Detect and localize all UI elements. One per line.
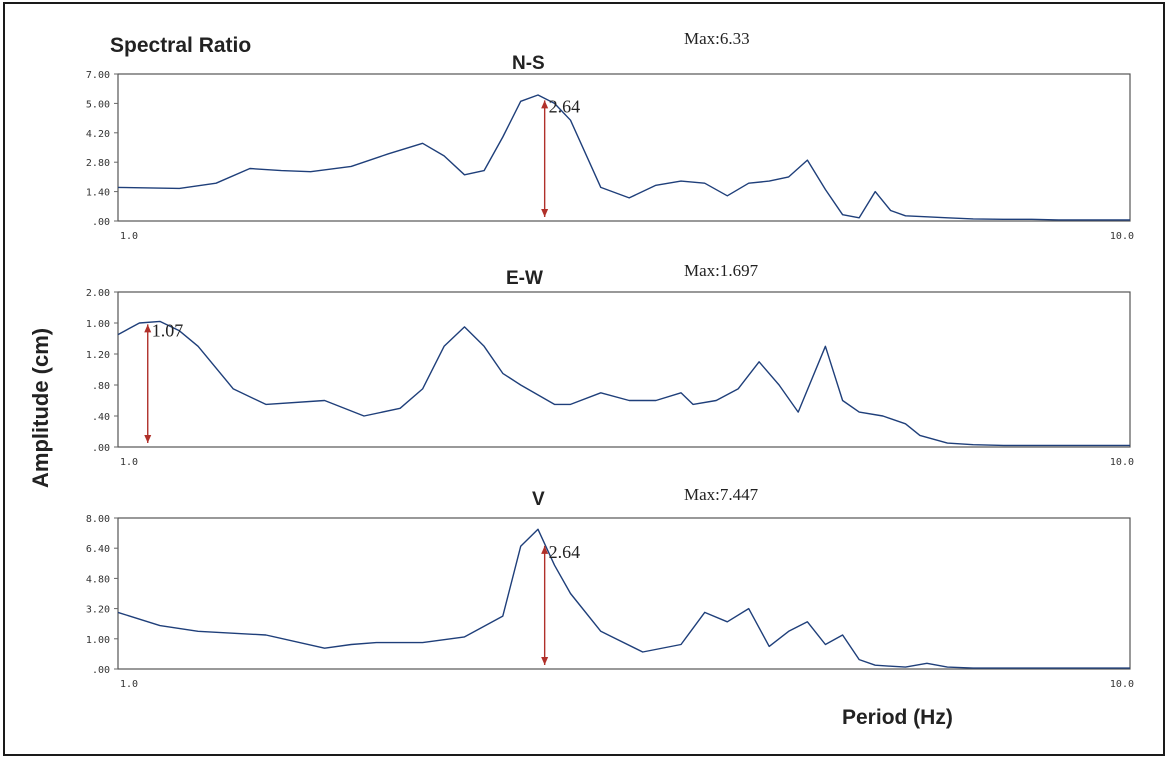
- panel-n-s: N-S Max:6.33 .00 1.40 2.80 4.20 5.00 7.00 1.0 1…: [86, 29, 1134, 242]
- series-line-v: [117, 528, 1130, 669]
- y-tick-label-n-s: 1.40: [86, 188, 110, 199]
- peak-arrow-down-n-s: [541, 209, 549, 217]
- peak-arrow-up-e-w: [144, 324, 152, 333]
- plot-area-n-s: [117, 73, 1131, 222]
- panel-title-n-s: N-S: [512, 53, 545, 74]
- series-line-e-w: [117, 320, 1130, 447]
- x-tick-label-n-s: 10.0: [1110, 231, 1134, 242]
- y-tick-label-v: 4.80: [86, 574, 110, 585]
- y-tick-label-e-w: .40: [92, 412, 110, 423]
- y-tick-label-n-s: 4.20: [86, 129, 110, 140]
- y-tick-label-v: .00: [92, 665, 110, 676]
- x-tick-label-n-s: 1.0: [120, 231, 138, 242]
- x-tick-label-e-w: 1.0: [120, 457, 138, 468]
- y-tick-label-n-s: .00: [92, 217, 110, 228]
- y-tick-label-n-s: 5.00: [86, 99, 110, 110]
- max-label-n-s: Max:6.33: [684, 29, 750, 48]
- y-tick-label-v: 1.00: [86, 635, 110, 646]
- max-label-v: Max:7.447: [684, 485, 759, 504]
- y-tick-label-e-w: 2.00: [86, 288, 110, 299]
- series-line-n-s: [117, 94, 1130, 221]
- peak-label-v: 2.64: [549, 542, 581, 562]
- peak-label-n-s: 2.64: [549, 96, 581, 116]
- y-tick-label-n-s: 2.80: [86, 158, 110, 169]
- y-tick-label-n-s: 7.00: [86, 70, 110, 81]
- x-tick-label-v: 1.0: [120, 679, 138, 690]
- peak-arrow-down-e-w: [144, 435, 152, 443]
- peak-arrow-down-v: [541, 657, 549, 665]
- x-tick-label-v: 10.0: [1110, 679, 1134, 690]
- panel-e-w: E-W Max:1.697 .00 .40 .80 1.20 1.00 2.00 1.0 10…: [86, 261, 1134, 468]
- x-axis-label: Period (Hz): [842, 706, 953, 729]
- y-tick-label-v: 6.40: [86, 544, 110, 555]
- plot-area-e-w: [117, 291, 1131, 448]
- y-tick-label-e-w: .80: [92, 381, 110, 392]
- panel-title-e-w: E-W: [506, 268, 543, 289]
- plot-area-v: [117, 517, 1131, 670]
- y-tick-label-e-w: 1.20: [86, 350, 110, 361]
- y-tick-label-v: 8.00: [86, 514, 110, 525]
- y-tick-label-v: 3.20: [86, 605, 110, 616]
- y-tick-label-e-w: .00: [92, 443, 110, 454]
- peak-arrow-up-v: [541, 545, 549, 554]
- figure-title: Spectral Ratio: [110, 34, 251, 57]
- y-tick-label-e-w: 1.00: [86, 319, 110, 330]
- panel-v: V Max:7.447 .00 1.00 3.20 4.80 6.40 8.00 1.0 10…: [86, 485, 1134, 690]
- panel-title-v: V: [532, 489, 545, 510]
- peak-label-e-w: 1.07: [152, 320, 184, 340]
- x-tick-label-e-w: 10.0: [1110, 457, 1134, 468]
- figure-frame: [3, 2, 1165, 756]
- max-label-e-w: Max:1.697: [684, 261, 759, 280]
- peak-arrow-up-n-s: [541, 100, 549, 109]
- y-axis-label: Amplitude (cm): [28, 328, 53, 488]
